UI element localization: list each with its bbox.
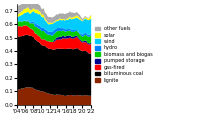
Legend: other fuels, solar, wind, hydro, biomass and biogas, pumped storage, gas-fired, : other fuels, solar, wind, hydro, biomass… — [94, 25, 153, 84]
